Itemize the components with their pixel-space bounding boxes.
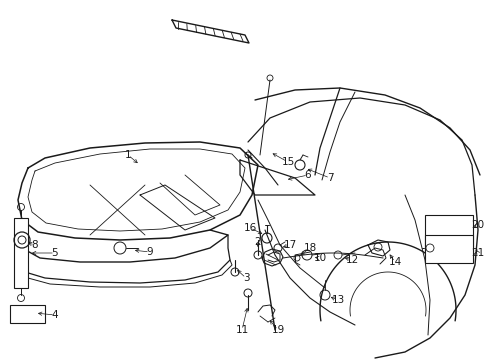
Text: 15: 15 [281, 157, 294, 167]
Text: 12: 12 [345, 255, 358, 265]
Text: 5: 5 [52, 248, 58, 258]
Text: 21: 21 [470, 248, 484, 258]
Text: 16: 16 [243, 223, 256, 233]
Text: 10: 10 [313, 253, 326, 263]
Text: 20: 20 [470, 220, 484, 230]
Text: 7: 7 [326, 173, 333, 183]
Text: 9: 9 [146, 247, 153, 257]
Text: 3: 3 [242, 273, 249, 283]
Text: 18: 18 [303, 243, 316, 253]
Text: 19: 19 [271, 325, 284, 335]
Text: 6: 6 [304, 170, 311, 180]
FancyBboxPatch shape [14, 218, 28, 288]
Text: 8: 8 [32, 240, 38, 250]
Text: 13: 13 [331, 295, 344, 305]
FancyBboxPatch shape [10, 305, 45, 323]
Text: 1: 1 [124, 150, 131, 160]
Text: 11: 11 [235, 325, 248, 335]
Text: 17: 17 [283, 240, 296, 250]
Text: 2: 2 [254, 237, 261, 247]
FancyBboxPatch shape [424, 215, 472, 257]
Text: 14: 14 [387, 257, 401, 267]
Text: 4: 4 [52, 310, 58, 320]
FancyBboxPatch shape [424, 235, 472, 263]
